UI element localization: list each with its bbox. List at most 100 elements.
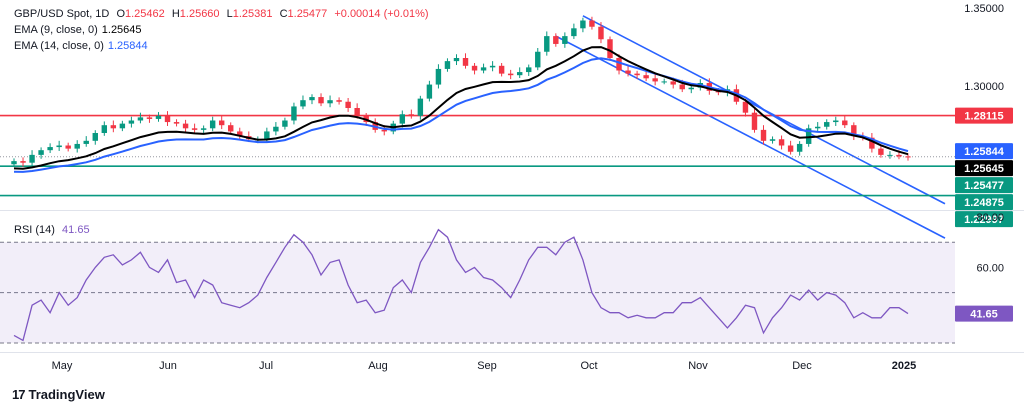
candle-body [327,100,333,104]
candle-body [471,65,478,71]
candle-body [164,115,171,123]
candle-body [526,67,532,73]
change-value: +0.00014 (+0.01%) [334,8,429,20]
axis-pane: 1.35000 1.30000 1.28115 1.25844 1.25645 1.254… [0,3,1024,372]
candle-body [824,122,830,127]
candle-body [408,114,415,116]
price-badge-bg [955,160,1013,177]
candle-body [760,129,767,141]
ema14-label: EMA (14, close, 0) [14,40,104,52]
candle-body [670,81,676,85]
candle-body [453,58,460,62]
candle-body [11,161,17,165]
candle-body [417,98,424,116]
candle-body [282,120,288,127]
candle-body [354,108,360,116]
candle-body [507,73,514,76]
candle-body [38,150,44,155]
symbol-title: GBP/USD Spot, 1D [14,8,110,20]
candle-body [896,154,902,157]
candle-body [516,72,523,76]
candle-body [796,143,803,152]
candle-body [173,122,180,124]
candle-body [209,120,216,129]
rsi-legend: RSI (14) 41.65 [14,224,90,236]
price-badge-bg [955,194,1013,211]
x-tick-label: Aug [368,360,388,372]
x-tick-label: Jun [159,360,177,372]
candle-body [625,70,631,74]
candle-body [489,65,496,68]
x-tick-label: Sep [477,360,497,372]
rsi-label: RSI (14) [14,224,55,236]
candle-body [435,68,442,85]
price-badge-bg [955,143,1013,160]
candle-body [480,67,487,71]
candle-body [291,106,297,121]
x-tick-label: May [52,360,73,372]
candle-body [336,100,342,102]
open-value: 1.25462 [125,8,165,20]
ema14-line [13,57,909,173]
candle-body [805,128,812,144]
ema9-value: 1.25645 [101,24,142,36]
candle-body [562,36,568,44]
candle-body [634,73,640,76]
candle-body [589,20,595,27]
candle-body [110,125,117,129]
price-pane [0,15,1024,239]
candle-body [137,117,144,121]
rsi-line [13,228,909,342]
candle-body [742,101,749,113]
candle-body [273,126,279,132]
candle-body [842,120,848,126]
candle-body [29,154,35,163]
candle-body [580,20,586,29]
candle-body [426,84,433,99]
candle-body [544,36,550,52]
price-badge-label: 1.25645 [964,163,1004,175]
price-badge-bg [955,211,1013,228]
candle-body [146,117,153,119]
price-badge-label: 1.24875 [964,197,1004,209]
candle-body [101,125,108,133]
candle-body [769,139,776,141]
candle-body [56,145,62,148]
ema14-value: 1.25844 [107,40,148,52]
candle-body [679,84,685,90]
ema9-line [13,46,909,170]
candle-body [444,61,451,69]
rsi-pane [0,228,955,344]
candle-body [65,145,71,149]
candle-body [751,112,758,130]
candle-body [119,123,126,129]
candle-body [869,137,875,149]
candle-body [462,58,469,66]
price-badge-label: 1.25477 [964,180,1004,192]
candle-body [787,145,794,152]
tradingview-name: TradingView [28,387,105,402]
candle-body [83,140,89,144]
candle-body [74,143,80,149]
low-value: 1.25381 [232,8,273,20]
candle-body [182,123,189,129]
rsi-value: 41.65 [62,224,90,236]
tradingview-logo-icon: 17 [12,387,26,402]
candle-body [851,125,857,137]
candle-body [237,131,243,137]
candle-body [661,81,667,83]
high-label: H [171,8,180,20]
candle-body [598,26,604,40]
candle-body [20,161,26,163]
price-badge-label: 1.28115 [964,111,1003,123]
price-tick-label: 1.35000 [964,3,1004,15]
candle-body [228,125,234,132]
candle-body [300,100,306,107]
x-tick-label: Jul [259,360,273,372]
close-label: C [279,8,288,20]
x-tick-label: Dec [792,360,812,372]
candle-body [571,28,577,37]
ema9-legend: EMA (9, close, 0) 1.25645 [14,24,146,36]
tradingview-logo[interactable]: 17 TradingView [12,387,105,402]
